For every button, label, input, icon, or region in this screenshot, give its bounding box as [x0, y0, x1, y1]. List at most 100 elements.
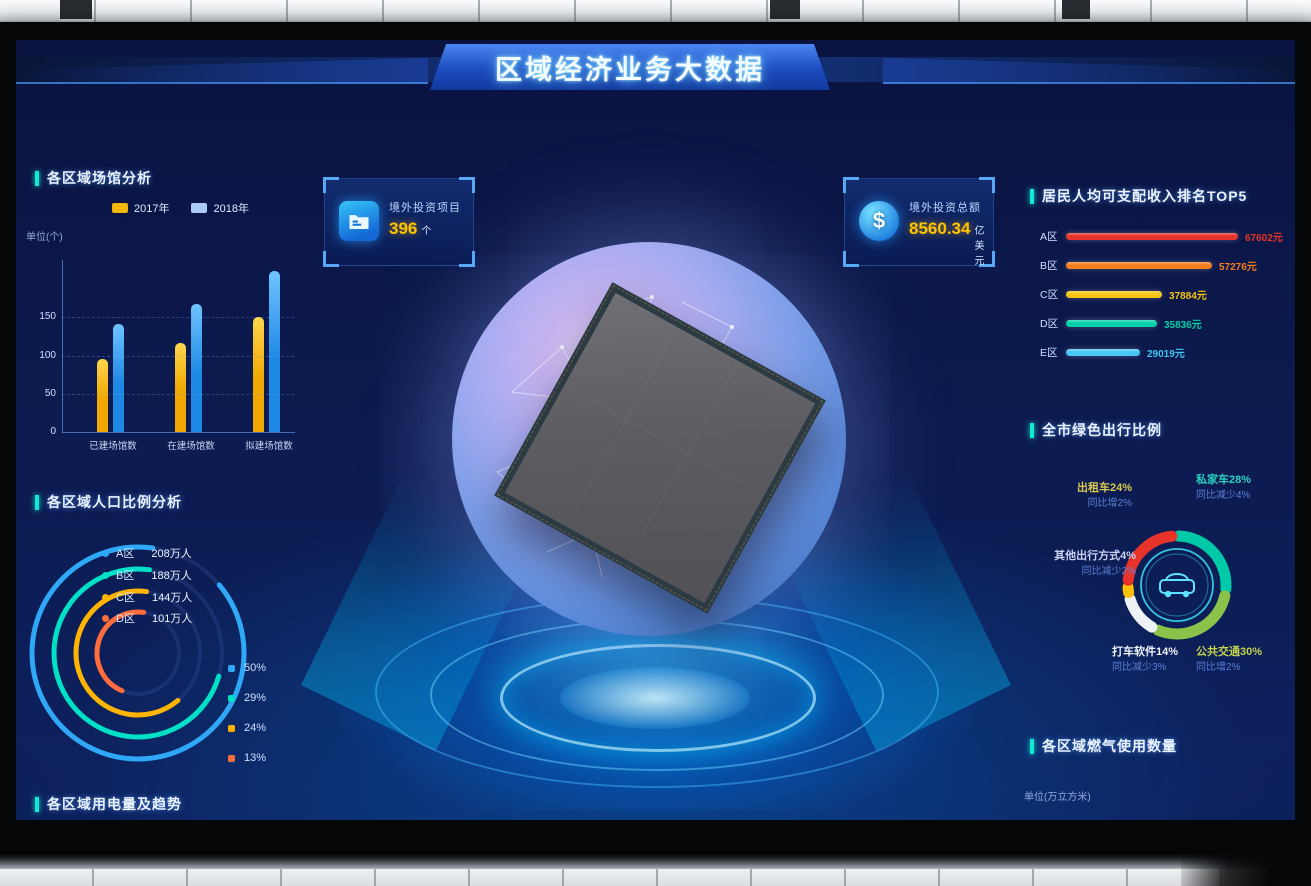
wall-dark-tile: [770, 0, 800, 19]
legend-dot: [228, 694, 235, 702]
donut-slice-出租车: [1122, 530, 1232, 640]
donut-label-private-car: 私家车28% 同比减少4%: [1196, 474, 1252, 501]
population-arc-C区: [73, 588, 181, 718]
wall-dark-tile: [1062, 0, 1090, 19]
dollar-icon: $: [859, 201, 899, 241]
venue-bar-chart: 已建场馆数 在建场馆数 拟建场馆数 0 50 100 150: [34, 244, 314, 476]
venue-plot-area: 已建场馆数 在建场馆数 拟建场馆数: [62, 260, 295, 452]
wall-tiles-top: [0, 0, 1311, 24]
corner-shadow: [1181, 830, 1311, 886]
wall-tiles-bottom: [0, 869, 1311, 886]
population-legend-row: 13%: [228, 752, 266, 764]
region-value: 101万人: [151, 613, 193, 625]
stat-card-investment-total: $ 境外投资总额 8560.34 亿美元: [843, 177, 995, 267]
wall-shelf-bottom: [0, 852, 1311, 886]
legend-percent: 13%: [244, 752, 267, 764]
category-label: 在建场馆数: [167, 441, 215, 452]
dashboard-screen: 区域经济业务大数据 境外投资项目 396 个: [16, 40, 1295, 820]
region-label: A区: [116, 548, 135, 560]
y-tick-label: 150: [39, 311, 56, 323]
arc-dot: [102, 593, 109, 601]
income-value: 35836元: [1164, 320, 1202, 331]
income-value: 37884元: [1169, 291, 1207, 302]
population-legend-row: 24%: [228, 722, 266, 734]
region-value: 208万人: [151, 548, 192, 560]
arc-dot: [102, 614, 109, 622]
legend-swatch-2018: [191, 203, 208, 213]
legend-dot: [228, 754, 235, 762]
region-label: B区: [116, 570, 135, 582]
population-label-row: C区 144万人: [102, 589, 192, 605]
income-bar: [1066, 291, 1162, 298]
card-unit: 个: [421, 226, 432, 237]
population-label-row: A区 208万人: [102, 545, 192, 561]
section-title-electricity: 各区域用电量及趋势: [35, 794, 182, 814]
section-title-gas: 各区域燃气使用数量: [1030, 736, 1177, 756]
population-arc-D区: [94, 609, 147, 694]
section-title-income: 居民人均可支配收入排名TOP5: [1030, 186, 1247, 206]
population-arc-A区: [29, 544, 247, 762]
income-value: 29019元: [1147, 349, 1185, 360]
donut-label-ride-app: 打车软件14% 同比减少3%: [1112, 646, 1179, 673]
gridline: [62, 393, 294, 395]
donut-slice-打车软件: [1122, 530, 1232, 640]
population-arc-chart: A区 208万人 50% B区 188万人 29% C区 144万人 24% D区 101万人 13%: [16, 502, 332, 812]
category-label: 已建场馆数: [89, 441, 137, 452]
population-legend-row: 29%: [228, 692, 266, 704]
platform-core-glow: [560, 667, 750, 729]
bar-2018年: [191, 303, 202, 432]
income-region-label: B区: [1040, 260, 1058, 272]
category-label: 拟建场馆数: [245, 441, 293, 452]
gridline: [62, 317, 294, 319]
region-label: C区: [116, 592, 135, 604]
card-value: 396: [389, 219, 418, 238]
income-bar: [1066, 262, 1212, 269]
legend-dot: [228, 724, 235, 732]
bar-2017年: [175, 343, 186, 432]
income-bar: [1066, 320, 1157, 327]
tv-bezel: 区域经济业务大数据 境外投资项目 396 个: [0, 22, 1311, 858]
y-tick-label: 50: [44, 387, 56, 399]
y-tick-label: 0: [50, 426, 56, 437]
arc-dot: [102, 549, 109, 557]
population-arc-B区: [51, 566, 222, 740]
bar-2018年: [269, 270, 280, 432]
card-label: 境外投资项目: [389, 202, 461, 214]
section-title-green-travel: 全市绿色出行比例: [1030, 420, 1162, 440]
population-legend-row: 50%: [228, 662, 266, 674]
donut-slice-私家车: [1122, 530, 1232, 640]
income-row: C区 37884元: [1040, 280, 1292, 309]
income-top5-chart: A区 67602元 B区 57276元 C区 37884元 D区 35836元 E区 29019元: [1040, 222, 1292, 367]
arc-dot: [102, 571, 109, 579]
donut-label-taxi: 出租车24% 同比增2%: [1076, 482, 1132, 509]
section-title-venues: 各区域场馆分析: [35, 168, 152, 188]
page-title-banner: 区域经济业务大数据: [430, 44, 830, 90]
venue-legend: 2017年 2018年: [112, 200, 249, 216]
income-region-label: A区: [1040, 231, 1058, 243]
donut-slice-公共交通: [1122, 530, 1232, 640]
donut-slice-其他出行方式: [1122, 530, 1232, 640]
population-arcs: [29, 544, 247, 762]
page-title: 区域经济业务大数据: [495, 54, 765, 85]
income-bar: [1066, 233, 1238, 240]
gridline: [62, 355, 294, 357]
bar-2017年: [253, 317, 264, 432]
region-label: D区: [116, 613, 135, 625]
region-value: 188万人: [151, 570, 192, 582]
income-row: D区 35836元: [1040, 309, 1292, 338]
legend-percent: 29%: [244, 692, 267, 704]
bar-2018年: [113, 324, 124, 432]
car-icon: [1159, 573, 1195, 598]
section-title-population: 各区域人口比例分析: [35, 492, 182, 512]
bar-2017年: [97, 359, 108, 432]
income-region-label: E区: [1040, 347, 1058, 359]
green-travel-donut: [1122, 530, 1232, 640]
income-row: A区 67602元: [1040, 222, 1292, 251]
card-value: 8560.34: [909, 219, 971, 238]
legend-label-2017: 2017年: [134, 203, 170, 215]
legend-label-2018: 2018年: [213, 203, 249, 215]
y-tick-label: 100: [39, 349, 56, 361]
income-value: 67602元: [1245, 233, 1283, 244]
legend-percent: 24%: [244, 722, 267, 734]
